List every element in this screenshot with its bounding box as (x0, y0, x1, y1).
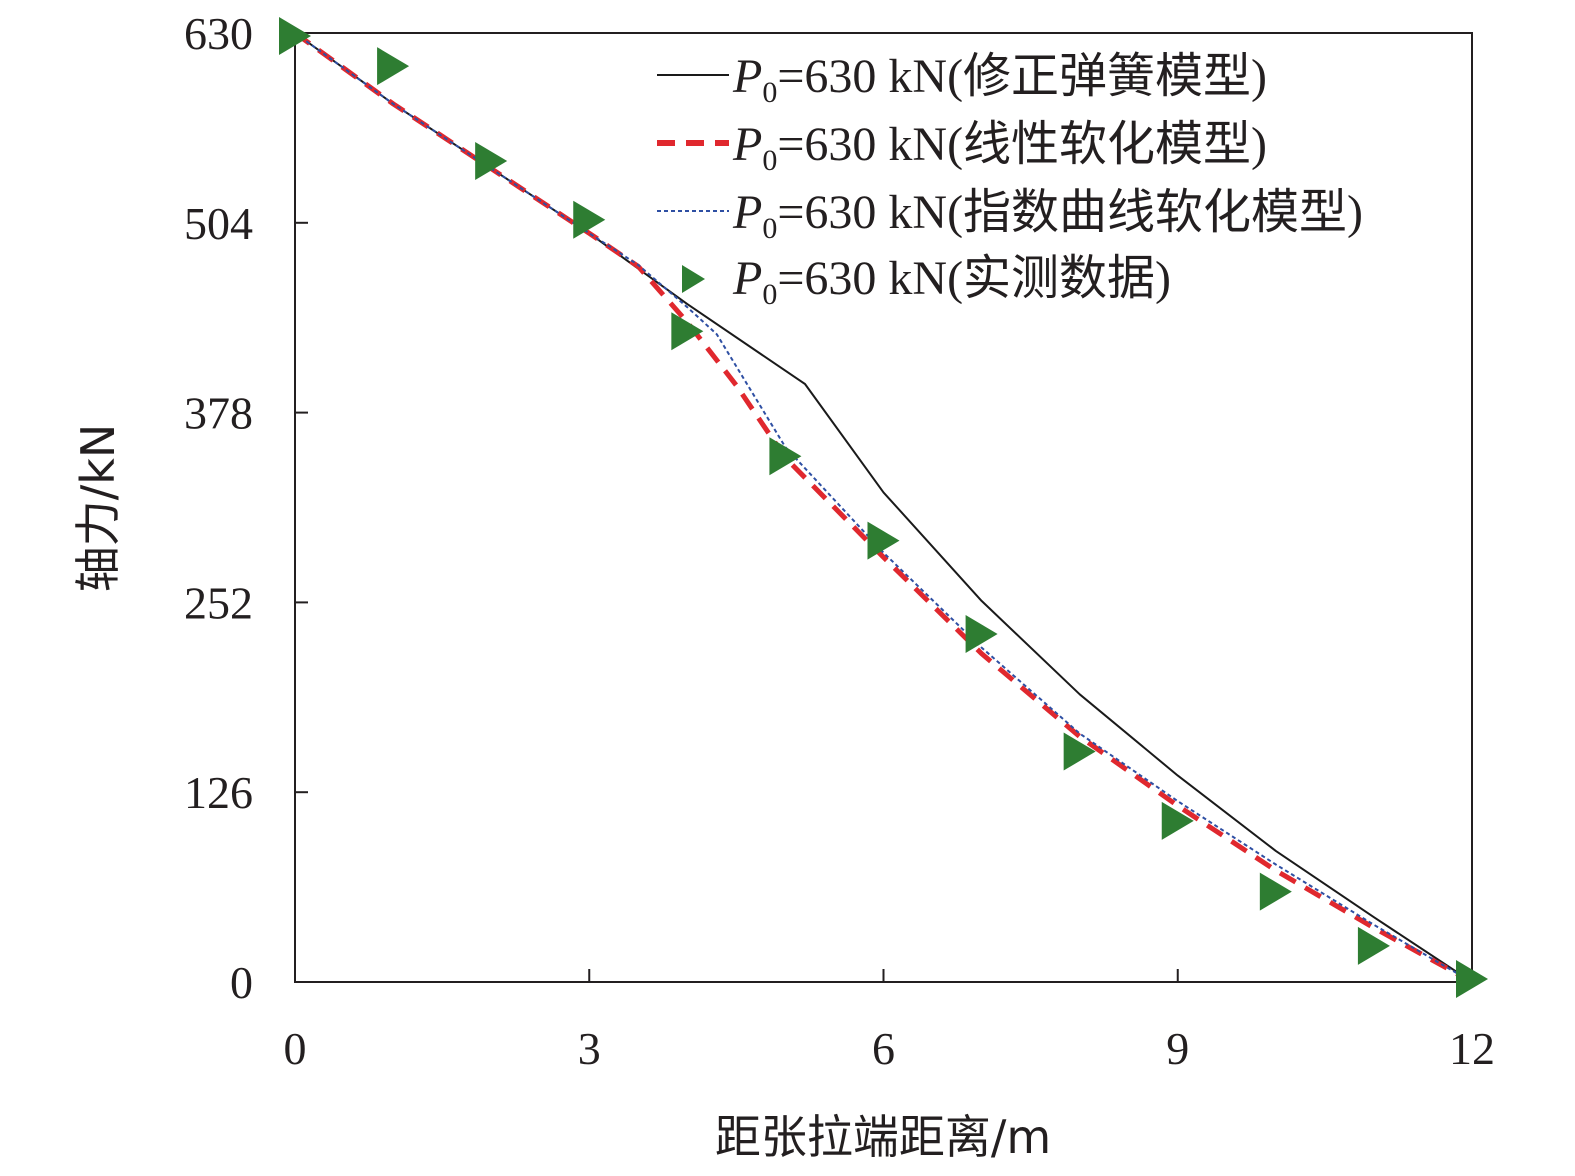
x-tick-label: 6 (872, 1023, 895, 1074)
y-tick-label: 504 (184, 198, 253, 249)
series-layer (293, 30, 1474, 985)
y-tick-label: 378 (184, 388, 253, 439)
x-tick-label: 9 (1166, 1023, 1189, 1074)
data-point-measured (1161, 801, 1194, 840)
data-point-measured (965, 615, 998, 654)
data-point-measured (1357, 926, 1390, 965)
y-tick-label: 252 (184, 577, 253, 628)
data-point-measured (475, 142, 508, 181)
x-tick-label: 12 (1449, 1023, 1495, 1074)
data-point-measured (377, 47, 410, 86)
y-tick-label: 630 (184, 8, 253, 59)
data-point-measured (1259, 872, 1292, 911)
axis-ticks: 0 3 6 9 12 0 126 252 378 504 630 (184, 8, 1495, 1074)
data-point-measured (279, 17, 311, 56)
measured-markers (279, 17, 1488, 998)
legend: P0=630 kN(修正弹簧模型) P0=630 kN(线性软化模型) P0=6… (657, 50, 1363, 311)
legend-label-linear: P0=630 kN(线性软化模型) (732, 118, 1267, 177)
legend-label-exponential: P0=630 kN(指数曲线软化模型) (732, 186, 1363, 245)
data-point-measured (1063, 732, 1096, 771)
plot-frame (294, 32, 1473, 983)
y-axis-title: 轴力/kN (71, 424, 125, 593)
y-tick-label: 126 (184, 767, 253, 818)
data-point-measured (573, 200, 606, 239)
data-point-measured (769, 437, 802, 476)
series-line-exponential (294, 32, 1473, 983)
x-tick-label: 0 (284, 1023, 307, 1074)
data-point-measured (1456, 959, 1488, 998)
legend-label-spring: P0=630 kN(修正弹簧模型) (732, 50, 1267, 109)
legend-label-measured: P0=630 kN(实测数据) (732, 252, 1171, 311)
data-point-measured (867, 521, 900, 560)
data-point-measured (671, 312, 704, 351)
x-tick-label: 3 (578, 1023, 601, 1074)
series-line-linear (293, 30, 1474, 985)
series-line-spring (294, 32, 1473, 983)
legend-swatch-measured (682, 265, 705, 293)
y-tick-label: 0 (230, 957, 253, 1008)
x-axis-title: 距张拉端距离/m (715, 1110, 1051, 1164)
